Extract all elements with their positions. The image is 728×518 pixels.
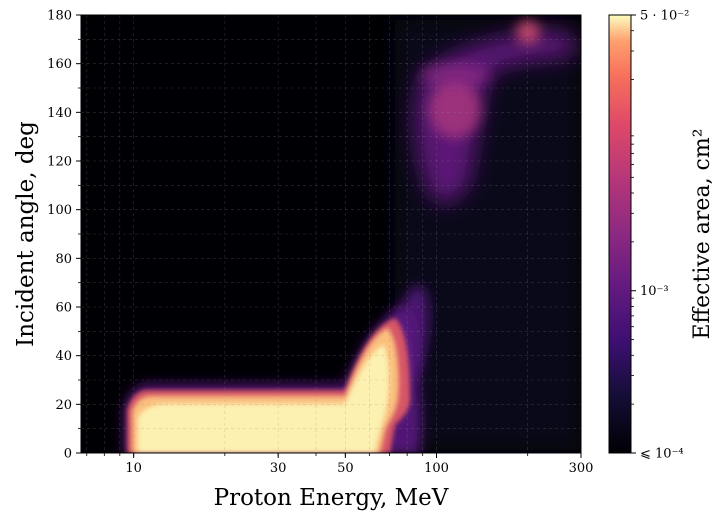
grid — [81, 15, 581, 453]
heatmap-field — [124, 20, 580, 453]
y-tick-label: 20 — [55, 398, 72, 413]
colorbar-tick-label: 10⁻³ — [640, 284, 669, 299]
y-tick-label: 40 — [55, 349, 72, 364]
y-axis-title: Incident angle, deg — [13, 121, 39, 347]
x-tick-label: 100 — [424, 461, 449, 476]
y-tick-label: 140 — [47, 106, 72, 121]
colorbar — [608, 14, 632, 454]
colorbar-tick-label: ⩽ 10⁻⁴ — [640, 447, 684, 462]
y-axis: 0 20 40 60 80 100 120 140 160 180 — [47, 9, 81, 462]
colorbar-ticks: 5 · 10⁻² 10⁻³ ⩽ 10⁻⁴ — [631, 9, 689, 462]
x-axis: 10 30 50 100 300 — [86, 453, 594, 476]
y-tick-label: 180 — [47, 9, 72, 24]
colorbar-tick-label: 5 · 10⁻² — [640, 9, 689, 24]
y-tick-label: 100 — [47, 203, 72, 218]
x-axis-title: Proton Energy, MeV — [214, 485, 449, 511]
x-tick-label: 10 — [125, 461, 142, 476]
y-tick-label: 160 — [47, 57, 72, 72]
x-tick-label: 30 — [270, 461, 287, 476]
x-tick-label: 50 — [337, 461, 354, 476]
y-tick-label: 120 — [47, 155, 72, 170]
x-tick-label: 300 — [569, 461, 594, 476]
y-tick-label: 0 — [64, 447, 72, 462]
colorbar-title: Effective area, cm² — [690, 128, 715, 339]
y-tick-label: 60 — [55, 301, 72, 316]
y-tick-label: 80 — [55, 252, 72, 267]
